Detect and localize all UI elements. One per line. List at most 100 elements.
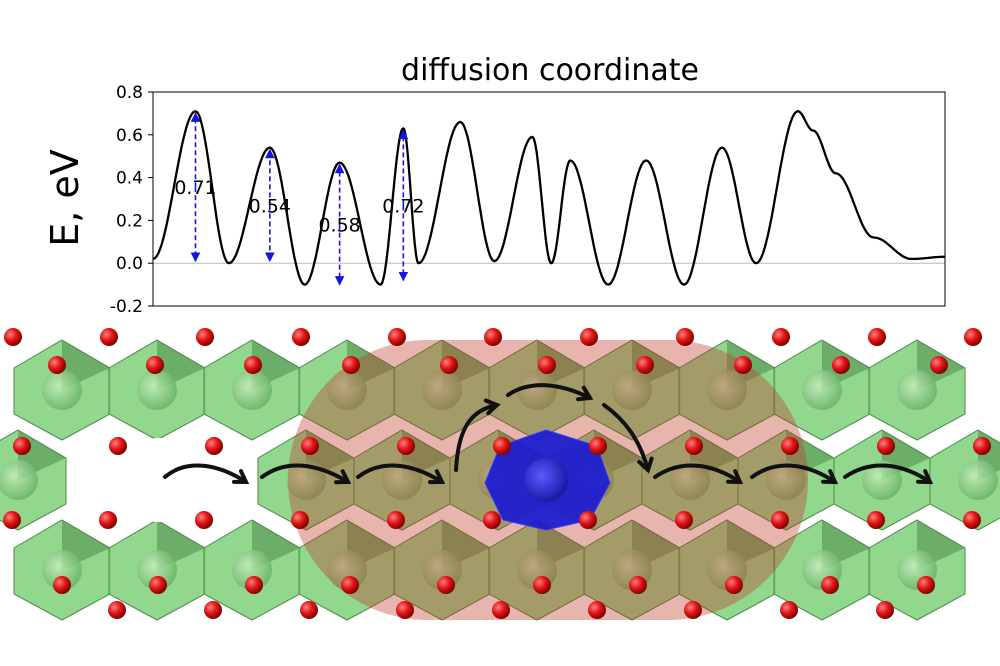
cation-atom [137, 550, 177, 590]
oxygen-atom [196, 328, 214, 346]
oxygen-atom [291, 511, 309, 529]
oxygen-atom [876, 601, 894, 619]
oxygen-atom [636, 356, 654, 374]
oxygen-atom [734, 356, 752, 374]
cation-atom [766, 460, 806, 500]
oxygen-atom [589, 437, 607, 455]
diffusion-arrows [163, 383, 934, 485]
diffusion-arrow [356, 463, 444, 484]
diffusion-arrowhead [334, 469, 352, 485]
oxygen-atom [675, 511, 693, 529]
barrier-annotations: 0.71 0.54 0.58 0.72 [174, 112, 425, 286]
oxygen-atom [772, 328, 790, 346]
oxygen-atom [244, 356, 262, 374]
chart-title: diffusion coordinate [401, 53, 699, 88]
diffusion-arrow [653, 463, 742, 484]
y-tick-label: 0.0 [116, 254, 143, 274]
oxygen-atom [484, 328, 502, 346]
oxygen-atom [685, 437, 703, 455]
cation-atom [707, 370, 747, 410]
oxygen-atom [917, 576, 935, 594]
cation-atom [0, 460, 38, 500]
oxygen-atom [109, 437, 127, 455]
energy-curve [152, 110, 945, 286]
oxygen-atom [538, 356, 556, 374]
oxygen-atom [781, 437, 799, 455]
oxygen-atom [4, 328, 22, 346]
oxygen-atom [676, 328, 694, 346]
oxygen-atom [48, 356, 66, 374]
diffusion-arrow [506, 383, 592, 400]
oxygen-atom [195, 511, 213, 529]
diffusion-arrowhead [637, 456, 654, 474]
oxygen-atom [492, 601, 510, 619]
oxygen-atom [780, 601, 798, 619]
oxygen-atom [588, 601, 606, 619]
cation-atom [327, 370, 367, 410]
crystal-structure-illustration [0, 328, 1000, 621]
y-tick-label: -0.2 [110, 297, 143, 317]
cation-atom [232, 370, 272, 410]
y-axis-label: E, eV [43, 149, 87, 247]
oxygen-atom [341, 576, 359, 594]
oxygen-atom [204, 601, 222, 619]
diffusion-arrowhead [483, 398, 501, 416]
oxygen-atom [964, 328, 982, 346]
oxygen-atom [440, 356, 458, 374]
cation-atom [42, 550, 82, 590]
diffusion-arrow [454, 403, 499, 472]
oxygen-atoms [3, 328, 991, 619]
oxygen-atom [725, 576, 743, 594]
oxygen-atom [867, 511, 885, 529]
oxygen-atom [99, 511, 117, 529]
plot-frame [152, 91, 946, 307]
oxygen-atom [146, 356, 164, 374]
oxygen-atom [533, 576, 551, 594]
cation-atom [517, 370, 557, 410]
oxygen-atom [930, 356, 948, 374]
diffusion-arrowhead [726, 469, 744, 485]
oxygen-atom [13, 437, 31, 455]
barrier-label: 0.71 [174, 177, 216, 199]
oxygen-atom [629, 576, 647, 594]
diffusion-arrowhead [232, 469, 250, 485]
diffusion-arrow [750, 463, 837, 484]
diffusion-arrow [163, 463, 248, 484]
cation-atom [670, 460, 710, 500]
oxygen-atom [3, 511, 21, 529]
oxygen-atom [53, 576, 71, 594]
y-tick-label: 0.2 [116, 211, 143, 231]
oxygen-atom [877, 437, 895, 455]
cation-atom [232, 550, 272, 590]
oxygen-atom [397, 437, 415, 455]
vacancy-site [110, 438, 210, 522]
y-ticks: 0.8 0.6 0.4 0.2 0.0 -0.2 [110, 83, 153, 317]
barrier-label: 0.58 [318, 215, 360, 237]
oxygen-atom [300, 601, 318, 619]
oxygen-atom [963, 511, 981, 529]
diffusion-arrowhead [428, 469, 446, 485]
oxygen-atom [100, 328, 118, 346]
oxygen-atom [387, 511, 405, 529]
cation-atom [137, 370, 177, 410]
cation-atom [42, 370, 82, 410]
diffusion-arrow [602, 403, 650, 472]
energy-chart: diffusion coordinate E, eV 0.80.60.40.20… [43, 53, 946, 317]
barrier-label: 0.54 [249, 195, 291, 217]
cation-atom [862, 460, 902, 500]
oxygen-atom [205, 437, 223, 455]
cation-atom [612, 370, 652, 410]
oxygen-atom [832, 356, 850, 374]
y-tick-label: 0.6 [116, 126, 143, 146]
oxygen-atom [493, 437, 511, 455]
oxygen-atom [108, 601, 126, 619]
oxygen-atom [684, 601, 702, 619]
oxygen-atom [483, 511, 501, 529]
y-tick-label: 0.8 [116, 83, 143, 103]
diffusion-arrowhead [576, 385, 594, 402]
oxygen-atom [388, 328, 406, 346]
oxygen-atom [821, 576, 839, 594]
oxygen-atom [868, 328, 886, 346]
oxygen-atom [149, 576, 167, 594]
